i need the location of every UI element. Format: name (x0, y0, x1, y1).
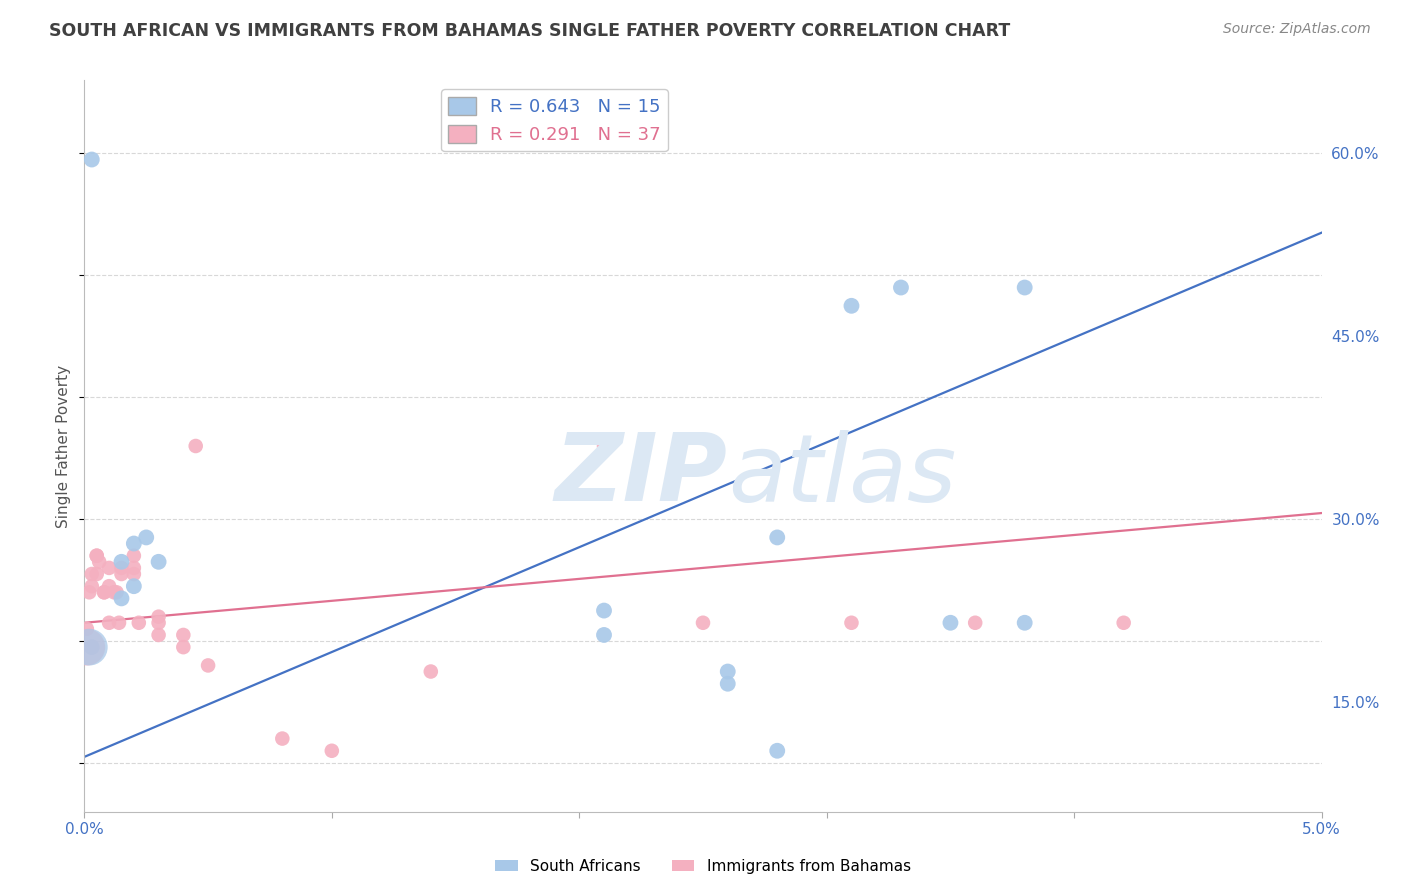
Point (98, 579, 121, 593)
Point (1014, 280, 1036, 294)
Point (76, 622, 98, 636)
Point (122, 561, 145, 575)
Point (108, 615, 131, 630)
Point (1112, 615, 1135, 630)
Point (93, 585, 115, 599)
Point (841, 615, 863, 630)
Point (692, 615, 714, 630)
Text: Source: ZipAtlas.com: Source: ZipAtlas.com (1223, 22, 1371, 37)
Legend: South Africans, Immigrants from Bahamas: South Africans, Immigrants from Bahamas (489, 853, 917, 880)
Point (841, 299, 863, 313)
Text: ZIP: ZIP (555, 429, 728, 521)
Point (717, 677, 740, 691)
Point (172, 640, 194, 655)
Point (79, 585, 101, 599)
Point (593, 439, 616, 453)
Point (321, 744, 343, 758)
Point (86, 567, 108, 582)
Point (122, 579, 145, 593)
Point (79, 640, 101, 655)
Point (271, 731, 294, 746)
Point (148, 628, 170, 642)
Point (110, 591, 132, 606)
Point (110, 561, 132, 575)
Point (80, 567, 103, 582)
Point (766, 530, 789, 544)
Point (148, 609, 170, 624)
Point (105, 585, 128, 599)
Point (122, 536, 145, 550)
Point (93, 585, 115, 599)
Point (98, 561, 121, 575)
Legend: R = 0.643   N = 15, R = 0.291   N = 37: R = 0.643 N = 15, R = 0.291 N = 37 (441, 89, 668, 152)
Point (197, 658, 219, 673)
Point (172, 628, 194, 642)
Point (419, 665, 441, 679)
Text: SOUTH AFRICAN VS IMMIGRANTS FROM BAHAMAS SINGLE FATHER POVERTY CORRELATION CHART: SOUTH AFRICAN VS IMMIGRANTS FROM BAHAMAS… (49, 22, 1011, 40)
Point (76, 640, 98, 655)
Point (110, 555, 132, 569)
Point (965, 615, 987, 630)
Point (98, 615, 121, 630)
Point (86, 549, 108, 563)
Point (593, 603, 616, 617)
Point (103, 585, 125, 599)
Point (122, 567, 145, 582)
Y-axis label: Single Father Poverty: Single Father Poverty (56, 365, 72, 527)
Point (122, 549, 145, 563)
Point (766, 744, 789, 758)
Point (593, 628, 616, 642)
Point (184, 439, 207, 453)
Point (80, 579, 103, 593)
Point (148, 555, 170, 569)
Point (110, 567, 132, 582)
Point (148, 615, 170, 630)
Point (80, 153, 103, 167)
Point (890, 280, 912, 294)
Point (86, 549, 108, 563)
Point (135, 530, 157, 544)
Point (80, 640, 103, 655)
Text: atlas: atlas (728, 430, 956, 521)
Point (128, 615, 150, 630)
Point (89, 555, 111, 569)
Point (717, 665, 740, 679)
Point (1014, 615, 1036, 630)
Point (939, 615, 962, 630)
